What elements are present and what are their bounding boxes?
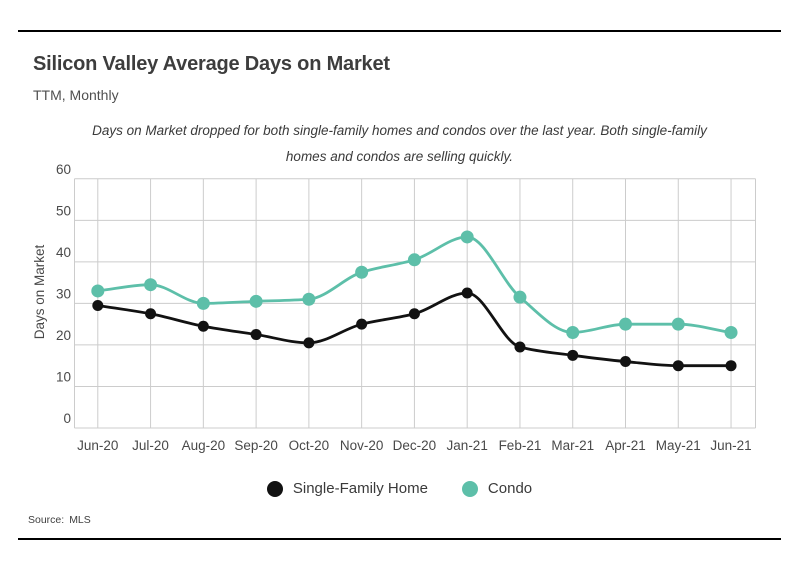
- y-tick-label: 30: [56, 286, 71, 301]
- data-point-single-family-home: [672, 360, 684, 372]
- chart-annotation: Days on Market dropped for both single-f…: [92, 123, 707, 164]
- x-tick-label: Jun-21: [710, 438, 751, 453]
- data-point-single-family-home: [145, 308, 157, 320]
- chart-legend: Single-Family Home Condo: [0, 480, 799, 497]
- data-point-single-family-home: [567, 349, 579, 361]
- condo-dot-icon: [461, 480, 478, 497]
- page-subtitle: TTM, Monthly: [33, 87, 119, 103]
- data-point-condo: [460, 230, 474, 244]
- source-label: Source:: [28, 514, 65, 526]
- data-point-single-family-home: [408, 308, 420, 320]
- x-tick-label: May-21: [656, 438, 701, 453]
- y-tick-label: 40: [56, 245, 71, 260]
- x-tick-label: Jan-21: [447, 438, 488, 453]
- legend-label-condo: Condo: [487, 480, 533, 497]
- y-tick-label: 10: [56, 369, 71, 384]
- data-point-condo: [671, 317, 685, 331]
- data-point-single-family-home: [620, 356, 631, 368]
- data-point-single-family-home: [92, 299, 104, 311]
- legend-item-single-family-home: Single-Family Home: [266, 480, 428, 497]
- data-point-single-family-home: [303, 337, 315, 349]
- data-point-condo: [566, 325, 580, 339]
- data-point-condo: [144, 278, 158, 292]
- chart-canvas: 0 10 20 30 40 50 60 Jun-20 Jul-20 Aug-20 Sep-20 Oct…: [32, 162, 756, 453]
- source-note: Source: MLS: [28, 514, 91, 526]
- x-tick-label: Feb-21: [499, 438, 542, 453]
- single-family-home-dot-icon: [266, 480, 283, 497]
- x-tick-label: Dec-20: [393, 438, 437, 453]
- x-tick-label: Jul-20: [132, 438, 169, 453]
- page-title: Silicon Valley Average Days on Market: [33, 53, 390, 75]
- data-point-single-family-home: [250, 329, 262, 341]
- x-tick-label: Mar-21: [551, 438, 594, 453]
- legend-item-condo: Condo: [461, 480, 533, 497]
- x-tick-label: Nov-20: [340, 438, 384, 453]
- data-point-condo: [513, 290, 527, 304]
- data-point-condo: [196, 296, 210, 310]
- y-tick-label: 60: [56, 162, 71, 177]
- legend-label-single-family-home: Single-Family Home: [292, 480, 428, 497]
- data-point-condo: [302, 292, 316, 306]
- x-tick-label: Apr-21: [605, 438, 646, 453]
- data-point-single-family-home: [197, 320, 209, 332]
- data-point-condo: [355, 265, 369, 279]
- bottom-rule: [18, 538, 781, 540]
- x-tick-label: Jun-20: [77, 438, 118, 453]
- data-point-single-family-home: [356, 318, 368, 330]
- data-point-single-family-home: [514, 341, 526, 353]
- x-tick-label: Aug-20: [182, 438, 226, 453]
- top-rule: [18, 30, 781, 32]
- data-point-single-family-home: [725, 360, 737, 372]
- source-value: MLS: [69, 514, 91, 526]
- y-axis-title: Days on Market: [32, 244, 47, 339]
- y-tick-label: 0: [63, 411, 71, 426]
- data-point-condo: [407, 253, 421, 267]
- data-point-single-family-home: [461, 287, 473, 299]
- data-point-condo: [91, 284, 105, 298]
- y-tick-label: 50: [56, 203, 71, 218]
- y-tick-label: 20: [56, 328, 71, 343]
- data-point-condo: [249, 294, 263, 308]
- x-tick-label: Sep-20: [234, 438, 278, 453]
- x-tick-label: Oct-20: [289, 438, 330, 453]
- data-point-condo: [619, 317, 632, 331]
- data-point-condo: [724, 325, 738, 339]
